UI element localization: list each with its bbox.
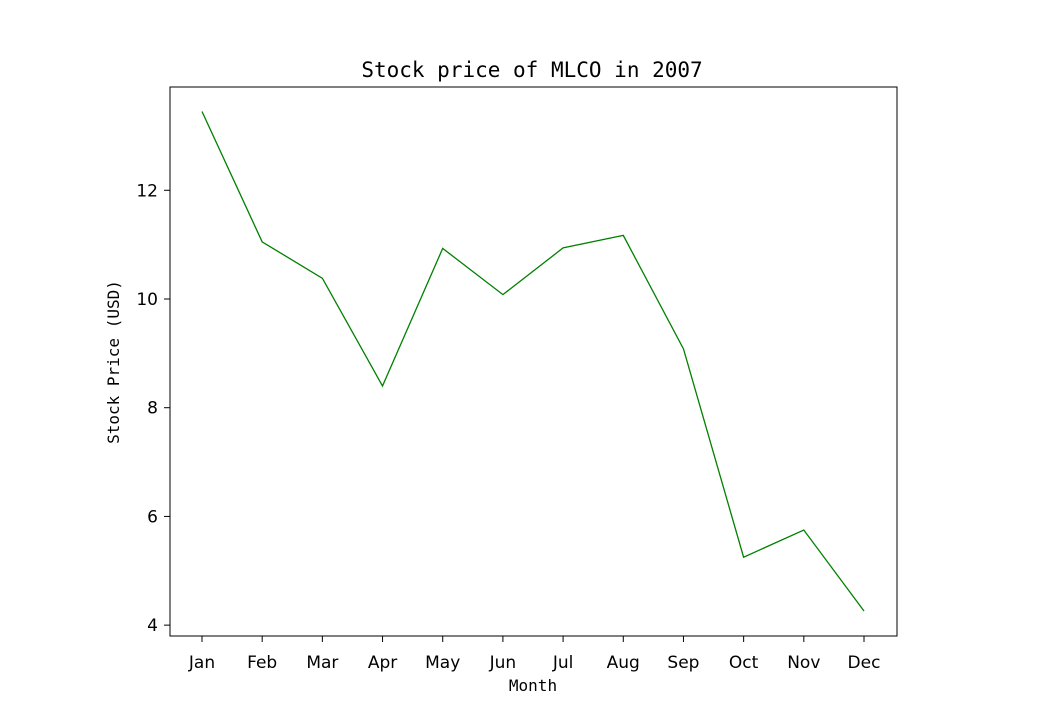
x-tick-label: Oct bbox=[729, 653, 759, 673]
x-tick-label: Aug bbox=[607, 653, 640, 673]
series-layer bbox=[201, 111, 865, 612]
y-tick-label: 10 bbox=[136, 290, 158, 310]
y-tick-label: 12 bbox=[136, 181, 158, 201]
x-tick-label: Jan bbox=[188, 653, 215, 673]
x-tick-label: May bbox=[425, 653, 460, 673]
y-axis-label: Stock Price (USD) bbox=[104, 280, 123, 444]
plot-area bbox=[169, 86, 898, 637]
y-tick-label: 6 bbox=[147, 507, 158, 527]
x-tick-label: Sep bbox=[667, 653, 699, 673]
y-tick-label: 8 bbox=[147, 399, 158, 419]
x-tick-label: Nov bbox=[787, 653, 820, 673]
y-axis-ticks: 4 6 8 10 12 bbox=[136, 181, 170, 636]
x-tick-label: Apr bbox=[368, 653, 397, 673]
x-tick-label: Jul bbox=[552, 653, 574, 673]
x-tick-label: Jun bbox=[489, 653, 517, 673]
x-tick-label: Feb bbox=[247, 653, 277, 673]
y-tick-label: 4 bbox=[147, 616, 158, 636]
chart-title: Stock price of MLCO in 2007 bbox=[361, 58, 702, 82]
x-axis-label: Month bbox=[509, 676, 557, 695]
x-tick-label: Dec bbox=[848, 653, 881, 673]
x-tick-label: Mar bbox=[306, 653, 338, 673]
series-line bbox=[201, 111, 865, 612]
x-axis-ticks: Jan Feb Mar Apr May Jun Jul Aug Sep Oct Nov Dec bbox=[188, 636, 881, 673]
